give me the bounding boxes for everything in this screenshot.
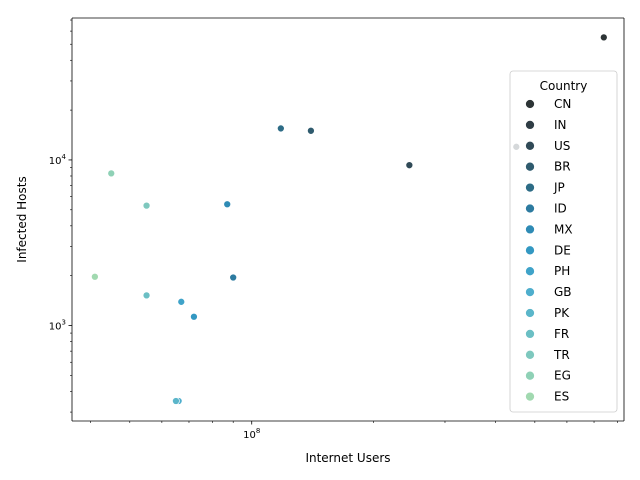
data-point-br — [307, 126, 315, 135]
legend-marker-ph — [525, 266, 535, 277]
data-point-de — [190, 312, 198, 321]
legend-label-mx: MX — [554, 222, 573, 236]
legend-label-ph: PH — [554, 264, 570, 278]
legend-label-fr: FR — [554, 327, 569, 341]
legend-label-br: BR — [554, 160, 571, 174]
legend-label-jp: JP — [553, 181, 565, 195]
data-point-jp — [276, 124, 285, 133]
legend-marker-br — [525, 161, 535, 172]
data-point-eg — [107, 169, 116, 178]
legend-marker-cn — [525, 99, 535, 109]
data-point-ph — [177, 297, 186, 306]
data-point-id — [229, 273, 238, 282]
legend: Country CN IN US BR JP ID MX DE PH GB PK FR TR EG ES — [509, 70, 618, 413]
legend-title: Country — [540, 79, 588, 93]
legend-label-gb: GB — [554, 285, 572, 299]
legend-marker-in — [525, 120, 535, 130]
data-point-fr — [142, 291, 151, 300]
legend-label-eg: EG — [554, 369, 571, 383]
legend-marker-es — [525, 391, 535, 402]
legend-marker-us — [525, 140, 535, 151]
legend-label-de: DE — [554, 243, 571, 257]
x-axis-label: Internet Users — [305, 451, 390, 465]
legend-label-pk: PK — [554, 306, 570, 320]
legend-label-cn: CN — [554, 97, 571, 111]
y-tick-label: 104 — [49, 153, 67, 167]
y-axis-label: Infected Hosts — [15, 176, 29, 262]
legend-label-id: ID — [554, 202, 567, 216]
data-point-us — [405, 161, 414, 170]
legend-marker-pk — [525, 308, 535, 318]
legend-label-es: ES — [554, 390, 569, 404]
x-tick-label: 108 — [243, 427, 260, 441]
legend-marker-jp — [525, 182, 535, 193]
data-point-tr — [142, 201, 151, 210]
legend-label-in: IN — [554, 118, 567, 132]
data-point-cn — [599, 33, 608, 42]
legend-marker-de — [525, 245, 535, 256]
data-point-mx — [223, 200, 232, 209]
y-tick-label: 103 — [49, 319, 66, 333]
data-point-pk — [172, 397, 180, 405]
legend-marker-id — [525, 203, 535, 214]
data-point-es — [91, 272, 99, 281]
legend-label-us: US — [554, 139, 570, 153]
legend-marker-mx — [525, 224, 535, 235]
legend-marker-eg — [525, 370, 535, 381]
legend-label-tr: TR — [553, 348, 570, 362]
legend-marker-fr — [525, 329, 535, 339]
legend-marker-tr — [525, 349, 535, 360]
plot-frame — [71, 17, 625, 422]
legend-box — [509, 70, 618, 413]
legend-marker-gb — [525, 287, 535, 297]
